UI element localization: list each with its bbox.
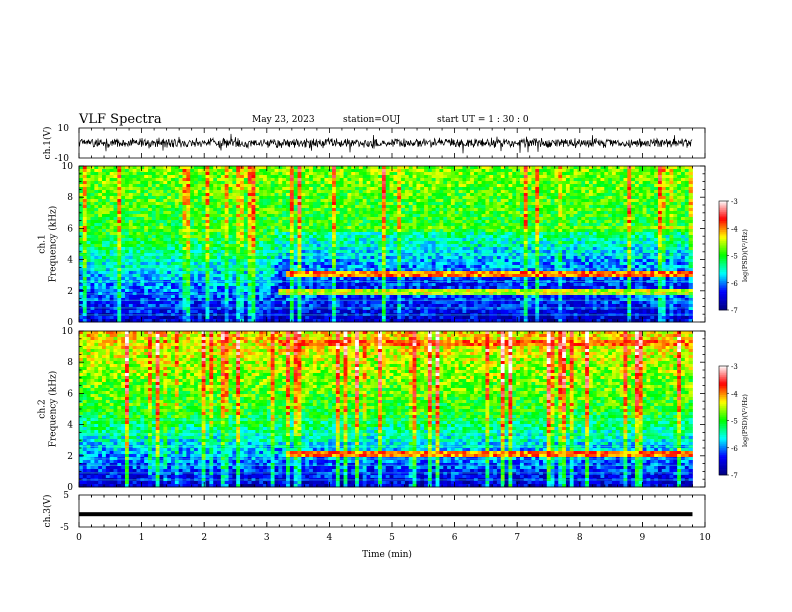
y-tick-label: -10 <box>55 154 70 164</box>
colorbar-tick-label: -4 <box>731 390 738 398</box>
narrowband-lines <box>79 254 693 316</box>
y-tick-label: 6 <box>67 389 73 399</box>
x-tick-label: 1 <box>139 533 145 543</box>
ch1-spectrogram-ylabel: ch.1 Frequency (kHz) <box>38 206 59 283</box>
colorbar: -3 -4 -5 -6 -7 log(PSD)(V²/Hz) <box>718 363 749 480</box>
y-tick-label: 6 <box>67 224 73 234</box>
x-ticks <box>78 166 706 322</box>
y-axis-label: ch.2 <box>38 399 48 418</box>
colorbar-tick-label: -3 <box>731 363 738 371</box>
x-ticks <box>78 331 706 487</box>
x-tick-label: 7 <box>514 533 520 543</box>
spectrogram-cells <box>79 331 693 488</box>
y-tick-label: 0 <box>67 318 73 328</box>
colorbar-tick-label: -4 <box>731 225 738 233</box>
colorbar-tick-label: -7 <box>731 307 738 315</box>
y-axis: 0 2 4 6 8 10 <box>62 162 705 328</box>
colorbar-label: log(PSD)(V²/Hz) <box>741 394 749 447</box>
x-axis-label: Time (min) <box>362 549 412 560</box>
y-tick-label: 0 <box>67 483 73 493</box>
waveform-trace <box>79 512 693 517</box>
ch1-waveform-ylabel: ch.1(V) <box>42 127 53 160</box>
x-tick-label: 2 <box>201 533 207 543</box>
spectrogram-cells <box>79 166 693 323</box>
colorbar-tick-label: -5 <box>731 418 738 426</box>
y-axis-label: Frequency (kHz) <box>48 206 59 283</box>
ch3-waveform-ylabel: ch.3(V) <box>42 495 53 528</box>
chart-title: VLF Spectra <box>79 112 162 127</box>
colorbar-tick-label: -6 <box>731 445 738 453</box>
y-tick-label: 10 <box>62 327 74 337</box>
x-tick-label: 3 <box>264 533 270 543</box>
x-tick-label: 10 <box>699 533 711 543</box>
y-tick-label: 10 <box>58 124 70 134</box>
x-tick-label: 8 <box>577 533 583 543</box>
waveform-axis: 5 -5 <box>60 491 69 533</box>
y-tick-label: -5 <box>60 523 69 533</box>
x-tick-label: 6 <box>452 533 458 543</box>
colorbar-label: log(PSD)(V²/Hz) <box>741 229 749 282</box>
y-axis-label: Frequency (kHz) <box>48 371 59 448</box>
x-ticks <box>78 128 706 158</box>
station-label: station=OUJ <box>343 115 401 125</box>
x-tick-label: 0 <box>76 533 82 543</box>
x-ticks <box>78 495 706 527</box>
y-tick-label: 8 <box>67 193 73 203</box>
y-axis-label: ch.1(V) <box>42 127 53 160</box>
y-axis-label: ch.3(V) <box>42 495 53 528</box>
colorbar-tick-label: -3 <box>731 198 738 206</box>
x-tick-label: 4 <box>327 533 333 543</box>
y-tick-label: 4 <box>67 421 73 431</box>
colorbar-tick-label: -7 <box>731 472 738 480</box>
x-tick-label: 9 <box>640 533 646 543</box>
start-time-label: start UT = 1 : 30 : 0 <box>437 115 529 125</box>
narrowband-lines <box>79 419 693 481</box>
y-tick-label: 8 <box>67 358 73 368</box>
y-tick-label: 2 <box>67 452 73 462</box>
y-tick-label: 10 <box>62 162 74 172</box>
y-axis-label: ch.1 <box>38 234 48 253</box>
waveform-trace <box>78 133 693 154</box>
waveform-axis: 10 -10 <box>55 124 70 164</box>
y-tick-label: 4 <box>67 256 73 266</box>
date-label: May 23, 2023 <box>252 115 315 125</box>
y-tick-label: 5 <box>63 491 69 501</box>
colorbar-tick-label: -5 <box>731 253 738 261</box>
colorbar: -3 -4 -5 -6 -7 log(PSD)(V²/Hz) <box>718 198 749 315</box>
ch2-spectrogram-ylabel: ch.2 Frequency (kHz) <box>38 371 59 448</box>
y-tick-label: 2 <box>67 287 73 297</box>
x-tick-label: 5 <box>389 533 395 543</box>
colorbar-tick-label: -6 <box>731 280 738 288</box>
